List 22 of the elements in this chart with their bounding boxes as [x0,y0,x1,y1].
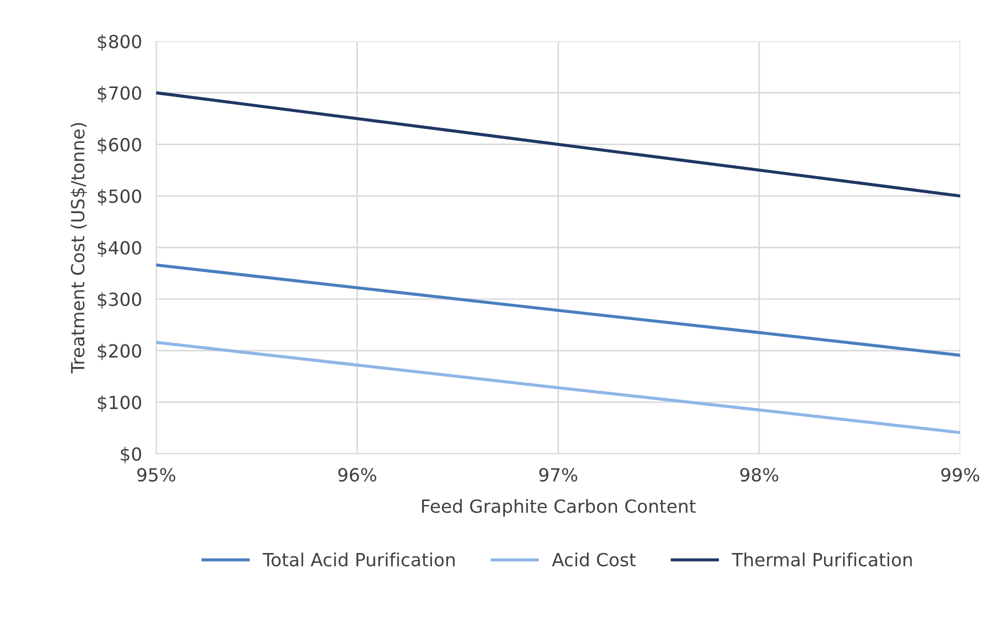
x-tick-label: 99% [941,468,980,482]
y-tick-label: $800 [98,34,142,51]
y-tick-label: $200 [98,344,142,360]
y-tick-label: $500 [98,189,142,206]
y-tick-label: $0 [120,446,142,464]
y-axis-title: Treatment Cost (US$/tonne) [70,123,87,374]
legend-label: Total Acid Purification [262,552,455,566]
legend-label: Thermal Purification [732,552,912,566]
line-series [156,340,960,434]
y-tick-label: $100 [98,395,142,412]
y-tick-label: $400 [98,240,142,258]
legend-label: Acid Cost [552,552,636,566]
y-tick-label: $700 [98,86,142,102]
x-tick-label: 97% [539,468,578,482]
x-tick-label: 98% [740,468,778,482]
x-axis-title: Feed Graphite Carbon Content [422,499,696,516]
x-tick-label: 96% [338,468,376,482]
x-tick-label: 95% [137,468,176,482]
line-series [156,264,960,357]
line-series [156,91,960,198]
y-tick-label: $300 [98,292,142,309]
y-tick-label: $600 [98,138,142,154]
